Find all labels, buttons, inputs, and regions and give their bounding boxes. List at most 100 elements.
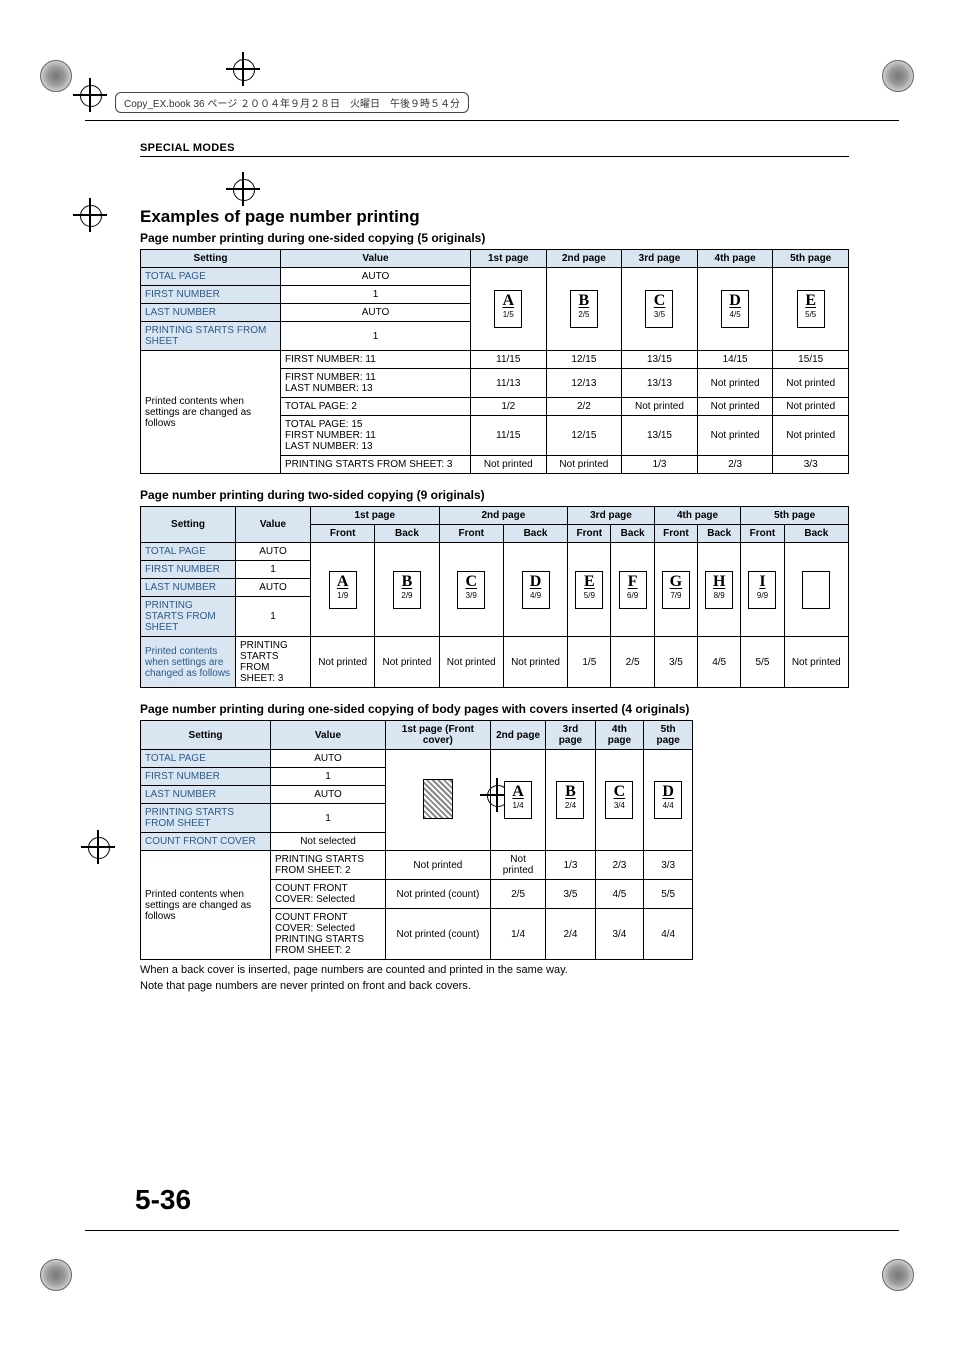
setting-label: FIRST NUMBER [141, 768, 271, 786]
footnote-1: When a back cover is inserted, page numb… [140, 964, 849, 976]
cell: Not printed [490, 851, 546, 880]
cell: C3/9 [439, 543, 503, 637]
cell: A1/9 [311, 543, 375, 637]
table-row: Setting Value 1st page 2nd page 3rd page… [141, 507, 849, 525]
table-row: TOTAL PAGE AUTO A1/9 B2/9 C3/9 D4/9 E5/9… [141, 543, 849, 561]
mini-page-icon: E5/9 [575, 571, 603, 609]
table-3: Setting Value 1st page (Front cover) 2nd… [140, 720, 693, 960]
mini-page-icon: I9/9 [748, 571, 776, 609]
cell: A1/5 [471, 268, 547, 351]
cell: COUNT FRONT COVER: Selected [271, 880, 386, 909]
mini-page-icon: D4/9 [522, 571, 550, 609]
cell: 1 [271, 804, 386, 833]
col-header: Setting [141, 721, 271, 750]
cell: B2/4 [546, 750, 595, 851]
col-header: Back [698, 525, 741, 543]
col-header: 1st page [311, 507, 440, 525]
cell: AUTO [236, 543, 311, 561]
cell: 13/15 [622, 351, 698, 369]
cell: 2/3 [697, 456, 773, 474]
cell: Not printed (count) [386, 880, 491, 909]
cell: 1/3 [546, 851, 595, 880]
mini-page-icon: D4/5 [721, 290, 749, 328]
registration-mark-icon [77, 202, 103, 228]
mini-page-icon: A1/9 [329, 571, 357, 609]
cell: 11/13 [471, 369, 547, 398]
cell: TOTAL PAGE: 15 FIRST NUMBER: 11 LAST NUM… [281, 416, 471, 456]
cell: TOTAL PAGE: 2 [281, 398, 471, 416]
cell: 11/15 [471, 351, 547, 369]
page-title: Examples of page number printing [140, 207, 849, 227]
page-number: 5-36 [135, 1184, 191, 1216]
cell: I9/9 [741, 543, 784, 637]
col-header: 4th page [595, 721, 644, 750]
col-header: 2nd page [546, 250, 622, 268]
cell: 14/15 [697, 351, 773, 369]
table-row: TOTAL PAGE AUTO A1/4 B2/4 C3/4 D4/4 [141, 750, 693, 768]
cell: FIRST NUMBER: 11 [281, 351, 471, 369]
cell: Not printed [311, 637, 375, 688]
setting-label: PRINTING STARTS FROM SHEET [141, 322, 281, 351]
col-header: 1st page [471, 250, 547, 268]
setting-label: FIRST NUMBER [141, 561, 236, 579]
col-header: Front [654, 525, 697, 543]
cell: AUTO [271, 786, 386, 804]
cell: 1/3 [622, 456, 698, 474]
col-header: Setting [141, 250, 281, 268]
registration-mark-icon [77, 82, 103, 108]
cell: COUNT FRONT COVER: Selected PRINTING STA… [271, 909, 386, 960]
mini-page-icon: G7/9 [662, 571, 690, 609]
cell: Not printed [697, 416, 773, 456]
cell: 15/15 [773, 351, 849, 369]
table-row: Printed contents when settings are chang… [141, 851, 693, 880]
mini-page-icon: F6/9 [619, 571, 647, 609]
col-header: 5th page [741, 507, 849, 525]
table-row: Setting Value 1st page 2nd page 3rd page… [141, 250, 849, 268]
mini-page-icon: B2/9 [393, 571, 421, 609]
cell: A1/4 [490, 750, 546, 851]
mini-page-icon: H8/9 [705, 571, 733, 609]
table-1: Setting Value 1st page 2nd page 3rd page… [140, 249, 849, 474]
setting-label: PRINTING STARTS FROM SHEET [141, 597, 236, 637]
cell: E5/5 [773, 268, 849, 351]
cell: Not printed (count) [386, 909, 491, 960]
cell: 2/4 [546, 909, 595, 960]
cell: 3/5 [654, 637, 697, 688]
col-header: Front [568, 525, 611, 543]
cell: H8/9 [698, 543, 741, 637]
table-row: TOTAL PAGE AUTO A1/5 B2/5 C3/5 D4/5 E5/5 [141, 268, 849, 286]
cell: 1 [236, 561, 311, 579]
table-row: Printed contents when settings are chang… [141, 351, 849, 369]
cell: 4/5 [698, 637, 741, 688]
col-header: Back [784, 525, 848, 543]
cell: Not printed [697, 398, 773, 416]
cell: Not printed [386, 851, 491, 880]
mini-page-icon: C3/5 [645, 290, 673, 328]
col-header: Value [281, 250, 471, 268]
content: SPECIAL MODES Examples of page number pr… [140, 142, 849, 992]
setting-label: PRINTING STARTS FROM SHEET [141, 804, 271, 833]
cell: 2/2 [546, 398, 622, 416]
sub-heading-2: Page number printing during two-sided co… [140, 488, 849, 502]
col-header: 4th page [654, 507, 741, 525]
col-header: Front [439, 525, 503, 543]
mini-page-icon: C3/9 [457, 571, 485, 609]
col-header: Back [611, 525, 654, 543]
col-header: 4th page [697, 250, 773, 268]
setting-label: LAST NUMBER [141, 579, 236, 597]
cell: 5/5 [741, 637, 784, 688]
sub-heading-3: Page number printing during one-sided co… [140, 702, 849, 716]
cell: 13/15 [622, 416, 698, 456]
col-header: Setting [141, 507, 236, 543]
col-header: Back [503, 525, 567, 543]
mini-page-icon: B2/4 [556, 781, 584, 819]
cover-page-icon [423, 779, 453, 819]
cell: F6/9 [611, 543, 654, 637]
col-header: 3rd page [546, 721, 595, 750]
setting-label: LAST NUMBER [141, 304, 281, 322]
sub-heading-1: Page number printing during one-sided co… [140, 231, 849, 245]
cell: 11/15 [471, 416, 547, 456]
cell: 1 [236, 597, 311, 637]
cell: 3/3 [773, 456, 849, 474]
mini-page-icon [802, 571, 830, 609]
